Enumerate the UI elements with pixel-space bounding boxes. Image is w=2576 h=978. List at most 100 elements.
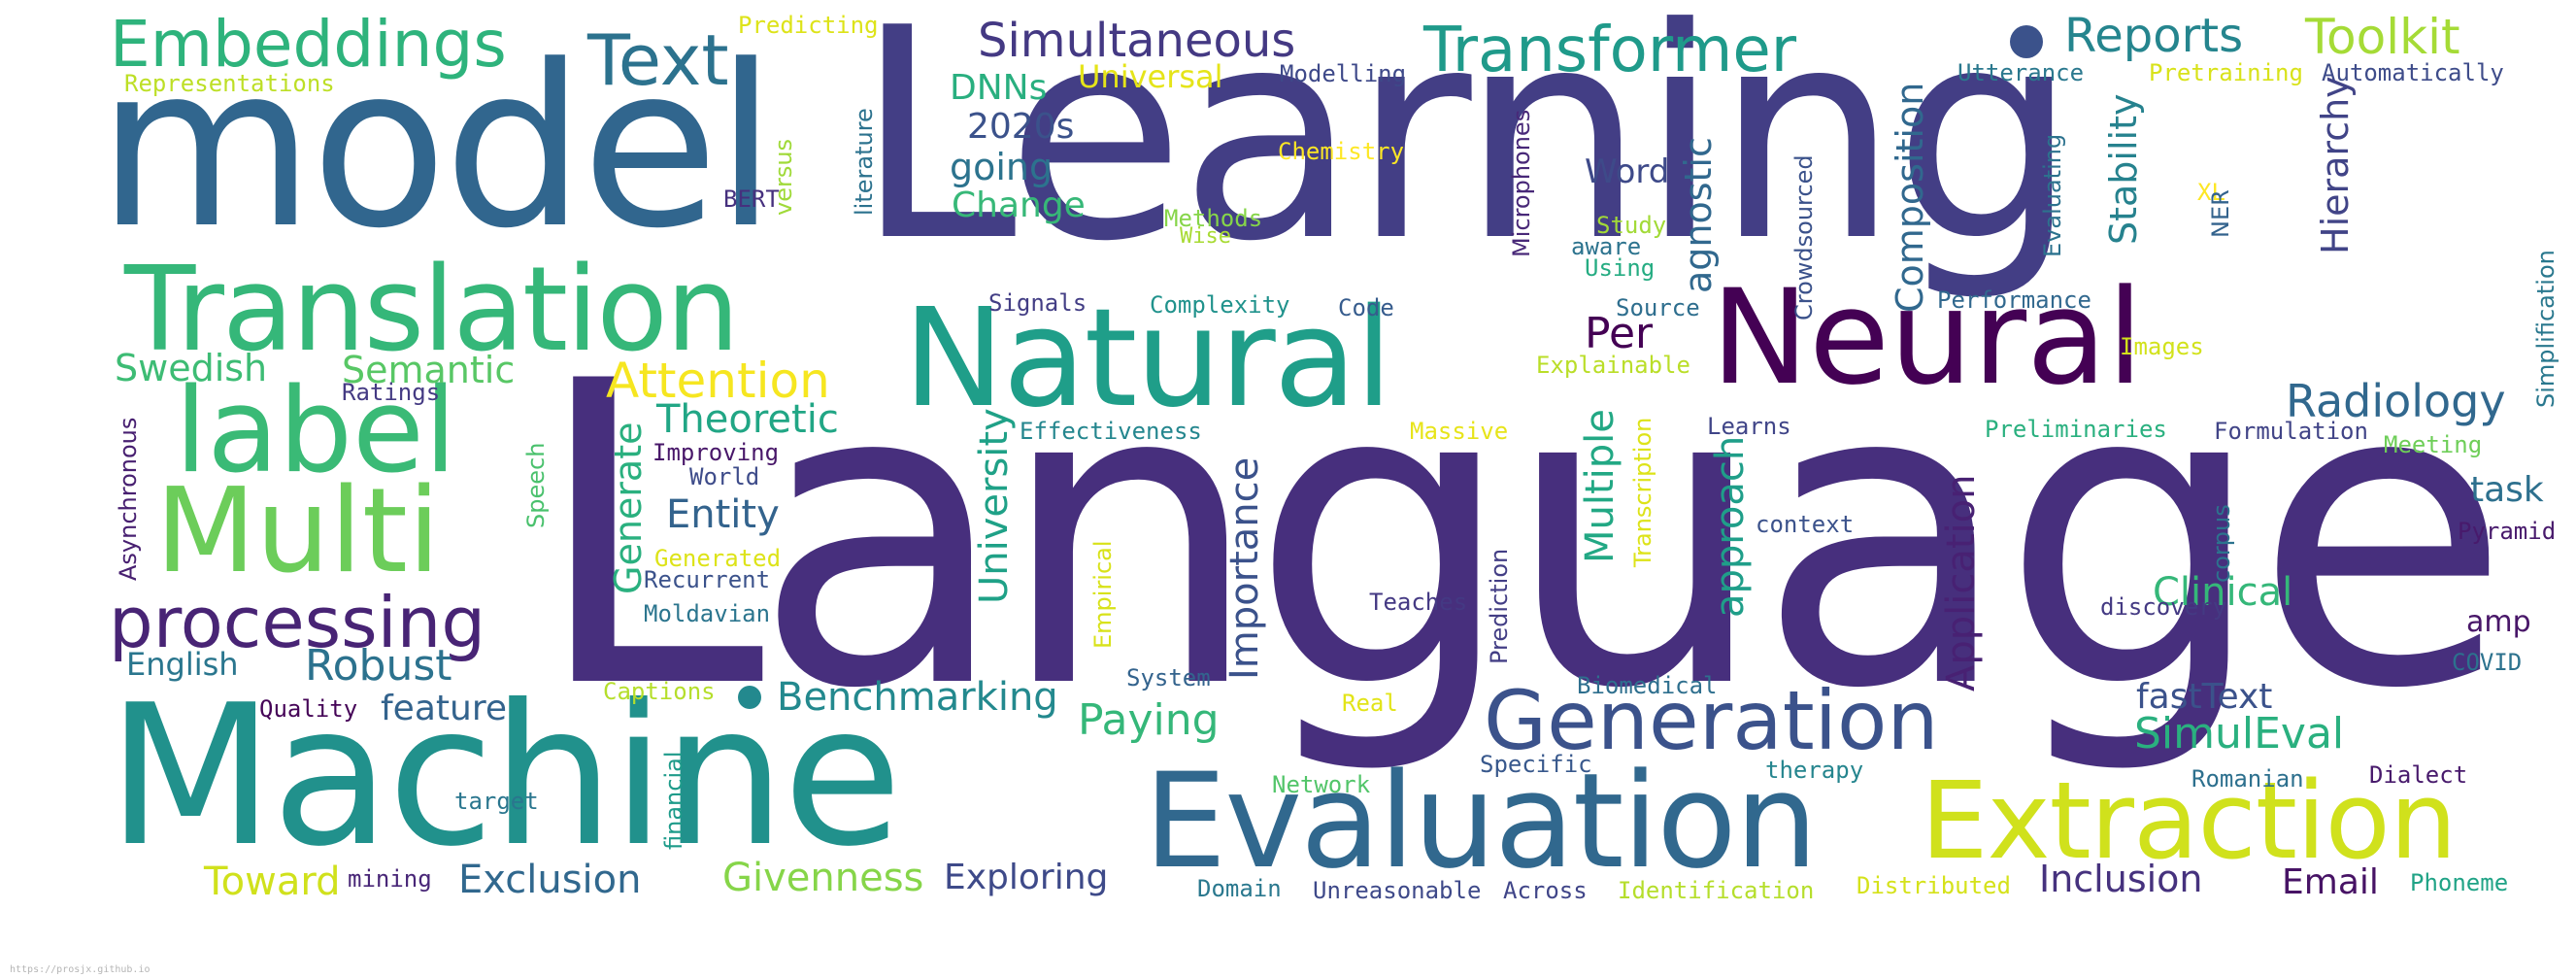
word-universal: Universal: [1078, 58, 1223, 95]
word-discovery: discovery: [2100, 593, 2227, 621]
word-prediction: Prediction: [1486, 548, 1513, 664]
word-benchmarking: Benchmarking: [777, 675, 1058, 720]
word-specific: Specific: [1480, 751, 1592, 778]
word-complexity: Complexity: [1150, 291, 1290, 319]
footer-url: https://prosjx.github.io: [10, 964, 151, 975]
word-transformer: Transformer: [1423, 15, 1797, 86]
word-target: target: [454, 788, 539, 815]
word-literature: literature: [851, 108, 878, 216]
word-word: Word: [1585, 152, 1670, 191]
word-exclusion: Exclusion: [458, 858, 642, 902]
word-fasttext: fastText: [2136, 677, 2273, 717]
word-simplification: Simplification: [2532, 250, 2559, 408]
word-toward: Toward: [204, 860, 341, 904]
word-automatically: Automatically: [2322, 59, 2504, 86]
word-amp: amp: [2466, 605, 2531, 639]
word-embeddings: Embeddings: [110, 7, 507, 82]
word-2020s: 2020s: [967, 107, 1075, 147]
word-per: Per: [1585, 309, 1654, 358]
word-pyramid: Pyramid: [2458, 518, 2557, 545]
word-change: Change: [952, 185, 1086, 225]
word-system: System: [1126, 664, 1211, 691]
word-code: Code: [1338, 294, 1394, 321]
word-composition: Composition: [1889, 82, 1931, 313]
dot-marker: [2010, 25, 2043, 58]
word-attention: Attention: [606, 353, 830, 409]
word-extraction: Extraction: [1921, 759, 2458, 883]
word-inclusion: Inclusion: [2039, 858, 2203, 900]
word-importance: Importance: [1222, 456, 1267, 680]
word-generated: Generated: [654, 545, 782, 572]
word-crowdsourced: Crowdsourced: [1790, 154, 1818, 320]
word-natural: Natural: [903, 280, 1392, 438]
word-mining: mining: [348, 865, 432, 893]
word-simultaneous: Simultaneous: [978, 14, 1296, 68]
word-wise: Wise: [1180, 224, 1231, 249]
word-english: English: [126, 646, 239, 683]
word-dialect: Dialect: [2369, 761, 2468, 789]
word-robust: Robust: [305, 641, 452, 691]
word-teaches: Teaches: [1369, 589, 1468, 616]
word-multiple: Multiple: [1578, 409, 1623, 563]
word-machine: Machine: [107, 663, 902, 890]
word-identification: Identification: [1618, 877, 1815, 904]
word-learns: Learns: [1707, 413, 1791, 440]
word-evaluation: Evaluation: [1144, 745, 1818, 897]
word-preliminaries: Preliminaries: [1985, 416, 2167, 443]
word-performance: Performance: [1937, 287, 2091, 314]
word-multi: Multi: [155, 464, 441, 599]
word-unreasonable: Unreasonable: [1313, 877, 1482, 904]
word-representations: Representations: [124, 70, 335, 97]
word-evaluating: Evaluating: [2039, 133, 2066, 257]
word-microphones: Microphones: [1508, 109, 1535, 257]
word-processing: processing: [109, 582, 486, 663]
word-utterance: Utterance: [1957, 59, 2085, 86]
word-language: Language: [532, 294, 2511, 780]
word-corpus: corpus: [2208, 504, 2235, 583]
word-images: Images: [2120, 333, 2204, 360]
word-feature: feature: [381, 689, 507, 728]
word-hierarchy: Hierarchy: [2314, 76, 2357, 254]
word-translation: Translation: [124, 243, 740, 378]
word-toolkit: Toolkit: [2305, 9, 2460, 65]
word-ner: NER: [2207, 189, 2234, 238]
word-versus: versus: [770, 138, 797, 216]
word-givenness: Givenness: [722, 856, 924, 900]
word-captions: Captions: [603, 678, 716, 705]
word-source: Source: [1616, 294, 1700, 321]
word-quality: Quality: [259, 695, 358, 723]
word-application: Application: [1939, 474, 1984, 692]
word-network: Network: [1272, 771, 1371, 798]
word-label: label: [175, 364, 457, 499]
word-moldavian: Moldavian: [644, 600, 771, 627]
word-recurrent: Recurrent: [644, 566, 771, 593]
word-domain: Domain: [1197, 875, 1282, 902]
word-xl: XL: [2197, 179, 2225, 206]
word-effectiveness: Effectiveness: [1020, 418, 1202, 445]
word-phoneme: Phoneme: [2410, 869, 2509, 896]
word-task: task: [2470, 470, 2544, 510]
word-massive: Massive: [1410, 418, 1509, 445]
dot-marker: [738, 686, 761, 709]
word-dnns: DNNs: [950, 68, 1048, 108]
word-predicting: Predicting: [738, 12, 879, 39]
word-modelling: Modelling: [1280, 60, 1407, 87]
word-text: Text: [587, 19, 729, 101]
word-chemistry: Chemistry: [1278, 138, 1405, 165]
word-email: Email: [2282, 862, 2379, 902]
word-generation: Generation: [1484, 673, 1939, 768]
word-asynchronous: Asynchronous: [115, 417, 142, 581]
word-speech: Speech: [522, 442, 550, 528]
word-learning: Learning: [854, 0, 2078, 305]
word-simuleval: SimulEval: [2134, 709, 2345, 759]
word-real: Real: [1342, 690, 1398, 717]
word-theoretic: Theoretic: [656, 397, 839, 442]
word-pretraining: Pretraining: [2149, 59, 2303, 86]
word-model: model: [97, 18, 777, 278]
word-financial: financial: [660, 751, 687, 850]
word-explainable: Explainable: [1536, 352, 1690, 379]
word-signals: Signals: [988, 289, 1087, 317]
word-swedish: Swedish: [115, 347, 268, 389]
word-improving: Improving: [652, 439, 780, 466]
word-across: Across: [1503, 877, 1588, 904]
